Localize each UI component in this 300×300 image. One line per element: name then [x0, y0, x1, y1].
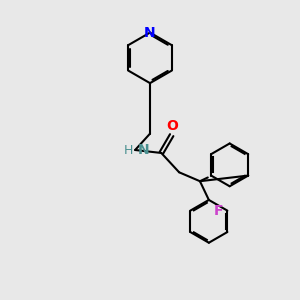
Text: N: N — [137, 143, 149, 157]
Text: N: N — [144, 26, 156, 40]
Text: O: O — [166, 119, 178, 133]
Text: H: H — [123, 143, 133, 157]
Text: F: F — [213, 204, 223, 218]
